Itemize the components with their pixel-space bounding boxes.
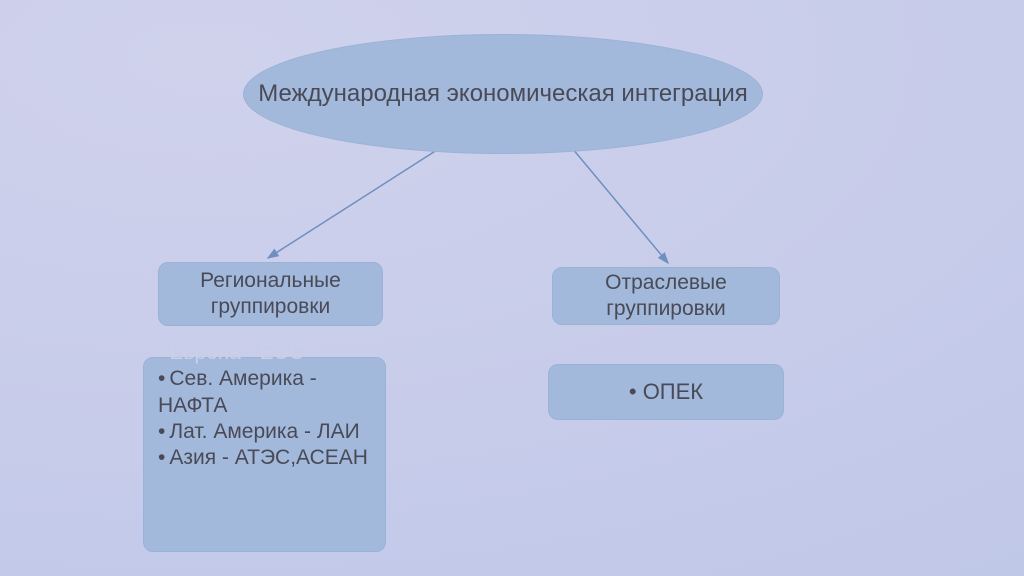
- right-branch-header-label: Отраслевые группировки: [553, 270, 779, 323]
- right-branch-list-items: • ОПЕК: [629, 378, 703, 406]
- list-item: Европа - ЕЭС: [158, 340, 371, 366]
- root-node: Международная экономическая интеграция: [243, 34, 763, 154]
- right-branch-list: • ОПЕК: [548, 364, 784, 420]
- list-item: Лат. Америка - ЛАИ: [158, 419, 371, 445]
- list-item: • ОПЕК: [629, 378, 703, 406]
- list-item: Азия - АТЭС,АСЕАН: [158, 445, 371, 471]
- left-branch-header: Региональные группировки: [158, 262, 383, 326]
- root-node-label: Международная экономическая интеграция: [258, 79, 748, 109]
- left-branch-list: Европа - ЕЭССев. Америка - НАФТАЛат. Аме…: [143, 357, 386, 552]
- list-item: Сев. Америка - НАФТА: [158, 366, 371, 419]
- right-branch-header: Отраслевые группировки: [552, 267, 780, 325]
- left-branch-list-items: Европа - ЕЭССев. Америка - НАФТАЛат. Аме…: [158, 340, 371, 471]
- left-branch-header-label: Региональные группировки: [159, 268, 382, 321]
